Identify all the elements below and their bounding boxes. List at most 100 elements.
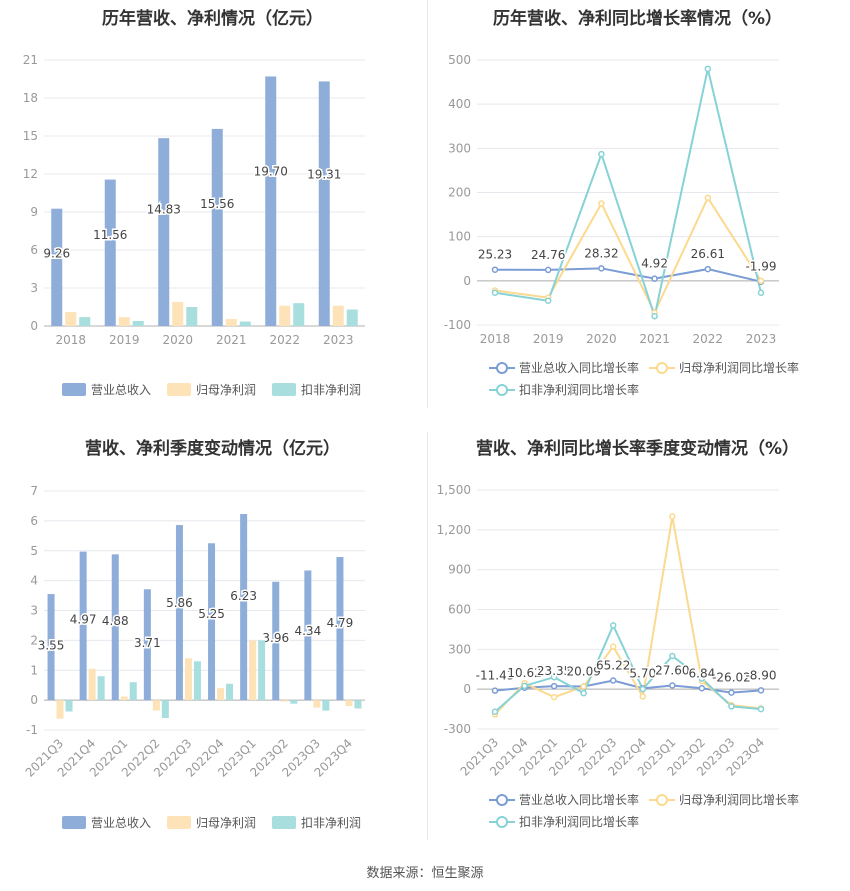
legend-label: 扣非净利润同比增长率 [519,814,639,829]
x-tick-label: 2020 [586,332,617,346]
x-tick-label: 2022 [269,333,300,347]
bar-revenue [336,557,344,701]
bar-revenue [240,514,248,701]
legend-label: 扣非净利润同比增长率 [519,382,639,397]
legend-label: 归母净利润 [196,383,256,397]
legend-label: 营业总收入同比增长率 [519,360,639,375]
data-point [704,265,712,273]
data-label: 10.62 [507,666,541,680]
annual-revenue-profit-svg: 0 3 6 9 12 15 18 21 2018 2019 2020 2021 2022 2023 9.26… [23,53,365,397]
legend-label: 营业总收入 [91,816,151,830]
chart-title: 历年营收、净利同比增长率情况（%） [492,9,783,29]
bar-deducted-profit [186,307,198,326]
quarterly-revenue-profit-svg: -1012345672021Q32021Q42022Q12022Q22022Q3… [23,484,365,830]
bar-deducted-profit [226,683,234,701]
series-line [494,679,762,694]
divider-top [427,0,428,408]
legend-marker [496,794,508,806]
chart-title: 历年营收、净利情况（亿元） [102,9,323,29]
data-point [550,693,558,701]
y-tick-label: 21 [23,53,38,67]
data-label: 14.83 [147,203,181,217]
y-tick-label: 3 [30,281,38,295]
data-point [728,689,735,696]
bar-deducted-profit [97,676,105,701]
y-tick-label: 0 [30,319,38,333]
legend-marker [496,362,508,374]
chart-title: 营收、净利同比增长率季度变动情况（%） [475,439,800,459]
annual-revenue-profit-chart: 历年营收、净利情况（亿元） 0 3 6 9 12 15 18 21 2018 2019 2020 20… [0,0,425,410]
data-label: 11.56 [93,228,127,242]
data-point [491,266,499,273]
data-point [757,687,765,694]
data-label: 5.86 [166,596,193,610]
data-label: 4.92 [641,257,668,271]
data-label: 23.35 [537,664,571,678]
data-label: 4.34 [294,624,321,638]
legend-label: 扣非净利润 [301,816,361,830]
annual-growth-rate-svg: -100 0 100 200 300 400 500 2018 2019 2020 2021 2022… [444,53,799,397]
bar-net-profit [281,700,289,702]
data-point [651,275,658,282]
x-tick-label: 2022 [693,332,724,346]
data-point [609,677,617,684]
bar-net-profit [172,301,184,326]
data-point [704,65,712,73]
divider-bottom [427,432,428,840]
data-label: 15.56 [200,197,234,211]
data-point [598,150,605,158]
data-point [609,643,617,650]
y-tick-label: 12 [23,167,38,181]
bar-deducted-profit [290,700,298,704]
data-label: 24.76 [531,248,565,262]
data-point [491,708,499,715]
bar-revenue [51,208,63,326]
bar-deducted-profit [129,682,137,701]
y-tick-label: 1,500 [437,483,471,497]
bar-revenue [211,128,223,326]
bar-net-profit [225,319,237,326]
data-point [669,682,676,689]
data-label: 25.23 [478,248,512,262]
series-line [494,622,762,713]
bar-revenue [158,138,170,326]
bar-revenue [143,589,151,701]
bar-net-profit [65,312,77,326]
data-label: 28.32 [584,246,618,260]
y-tick-label: 15 [23,129,38,143]
y-tick-label: 7 [30,484,38,498]
data-point [639,693,647,700]
legend-swatch [272,383,296,396]
data-label: 4.79 [327,616,354,630]
y-tick-label: 4 [30,574,38,588]
data-label: -11.43 [476,669,515,683]
series-line [494,267,762,283]
data-point [757,705,765,713]
data-point [669,652,676,660]
y-tick-label: 500 [448,53,471,67]
data-label: 3.55 [38,639,65,653]
bar-revenue [175,525,183,701]
bar-net-profit [56,700,64,719]
y-tick-label: 0 [463,682,471,696]
data-label: 27.60 [655,664,689,678]
bar-net-profit [184,658,192,701]
data-source: 数据来源：恒生聚源 [366,866,484,881]
y-tick-label: 3 [30,604,38,618]
data-point [609,622,617,629]
bar-deducted-profit [161,700,169,719]
legend-label: 归母净利润同比增长率 [679,360,799,375]
bar-deducted-profit [132,320,144,326]
bar-revenue [79,551,87,701]
quarterly-growth-rate-svg: -30003006009001,2001,5002021Q32021Q42022… [437,483,799,829]
legend-label: 扣非净利润 [301,383,361,397]
data-point [491,687,499,694]
bar-net-profit [345,700,353,707]
series-line [494,195,762,315]
y-tick-label: 200 [448,186,471,200]
data-point [580,689,587,697]
quarterly-revenue-profit-chart: 营收、净利季度变动情况（亿元） -1 0 1 2 3 4 5 6 7 2021Q3 2021Q4 20… [0,430,425,845]
data-label: 9.26 [43,246,70,260]
annual-growth-rate-chart: 历年营收、净利同比增长率情况（%） -100 0 100 200 300 400 500 20… [425,0,850,410]
data-point [698,675,706,682]
